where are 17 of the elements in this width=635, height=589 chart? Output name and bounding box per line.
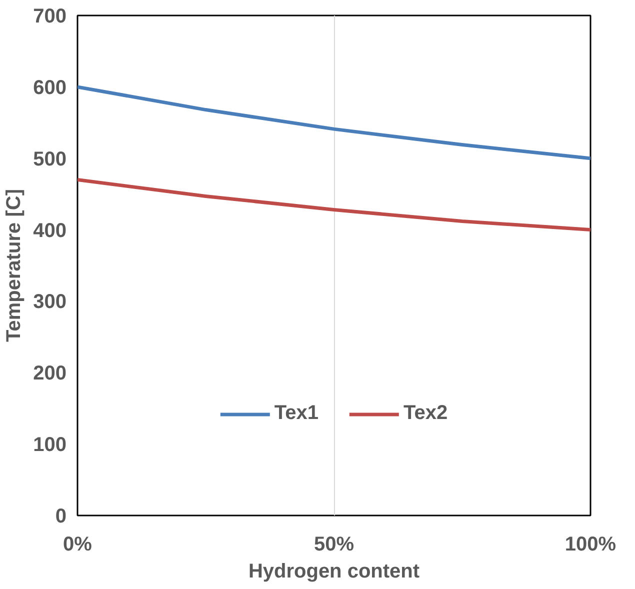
legend-label: Tex2 — [404, 402, 448, 425]
y-tick-label: 0 — [55, 506, 66, 528]
y-tick-label: 600 — [33, 76, 67, 99]
y-tick-label: 200 — [33, 362, 67, 385]
y-axis-title: Temperature [C] — [3, 188, 26, 342]
y-tick-label: 500 — [33, 148, 67, 170]
line-series — [78, 178, 590, 232]
y-tick-label: 400 — [33, 220, 67, 242]
x-axis-title: Hydrogen content — [248, 560, 420, 582]
x-tick-label: 0% — [63, 534, 92, 556]
y-tick-label: 300 — [33, 291, 67, 314]
x-tick-label: 100% — [564, 534, 616, 556]
x-tick-label: 50% — [314, 534, 354, 556]
line-series — [78, 85, 590, 160]
y-tick-label: 100 — [33, 434, 67, 456]
legend-label: Tex1 — [274, 402, 318, 425]
y-tick-label: 700 — [33, 6, 67, 28]
